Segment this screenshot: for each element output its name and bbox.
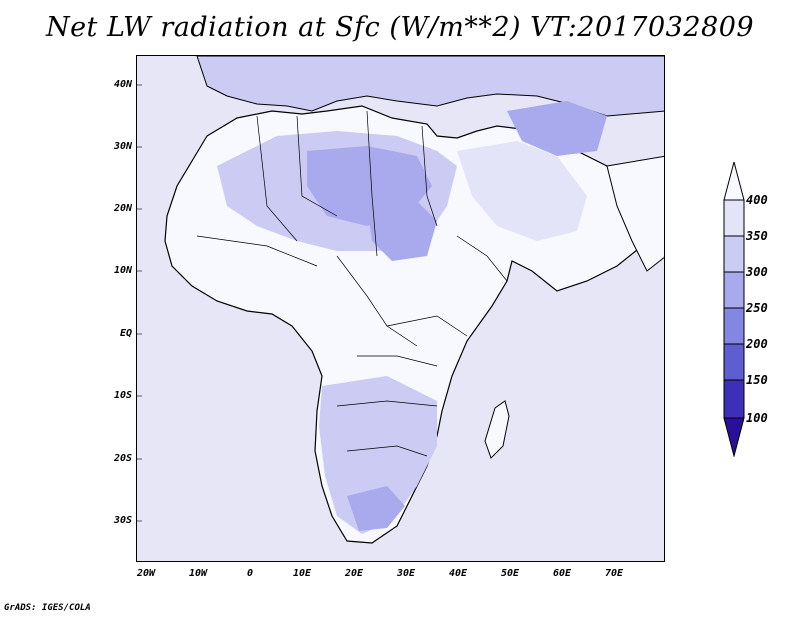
lon-tick-label: 20E — [344, 568, 364, 579]
lon-tick-label: 40E — [448, 568, 468, 579]
inner-ticks — [137, 84, 142, 522]
lat-tick-label: 40N — [113, 79, 132, 90]
colorbar-label: 100 — [746, 411, 768, 425]
colorbar-segment — [723, 271, 745, 309]
colorbar-label: 200 — [746, 337, 768, 351]
lat-tick-label: 30S — [113, 515, 132, 526]
map-panel — [136, 55, 665, 562]
colorbar-segment — [723, 199, 745, 237]
lon-tick-label: 10E — [292, 568, 312, 579]
lat-tick-label: 20S — [113, 453, 132, 464]
sudan-dark — [367, 201, 437, 261]
colorbar-label: 350 — [746, 229, 768, 243]
lat-tick-label: 10N — [113, 265, 132, 276]
colorbar-label: 150 — [746, 373, 768, 387]
colorbar-label: 400 — [746, 193, 768, 207]
colorbar-label: 250 — [746, 301, 768, 315]
colorbar-segment — [723, 235, 745, 273]
colorbar-bottom-arrow — [723, 417, 745, 457]
europe-landmass — [196, 56, 664, 117]
india-landmass — [606, 155, 664, 272]
lon-tick-label: 50E — [500, 568, 520, 579]
chart-title: Net LW radiation at Sfc (W/m**2) VT:2017… — [45, 12, 755, 43]
lon-tick-label: 10W — [188, 568, 208, 579]
southern-africa-shading — [319, 376, 437, 534]
lon-tick-label: 60E — [552, 568, 572, 579]
lon-tick-label: 70E — [604, 568, 624, 579]
colorbar-segment — [723, 343, 745, 381]
south-africa-dark — [347, 486, 405, 531]
lon-tick-label: 20W — [136, 568, 156, 579]
lat-tick-label: EQ — [119, 328, 132, 339]
madagascar — [484, 400, 510, 459]
arabia-shading — [457, 141, 587, 241]
colorbar-segment — [723, 307, 745, 345]
footer-credit: GrADS: IGES/COLA — [4, 603, 91, 613]
lat-tick-label: 20N — [113, 203, 132, 214]
lat-tick-label: 10S — [113, 390, 132, 401]
colorbar-label: 300 — [746, 265, 768, 279]
colorbar-segment — [723, 379, 745, 419]
colorbar — [723, 162, 745, 457]
middle-east-dark — [507, 101, 607, 156]
africa-map — [137, 56, 664, 561]
lat-tick-label: 30N — [113, 141, 132, 152]
lon-tick-label: 30E — [396, 568, 416, 579]
country-borders — [196, 110, 508, 457]
colorbar-top-arrow — [723, 162, 745, 201]
lon-tick-label: 0 — [246, 568, 254, 579]
